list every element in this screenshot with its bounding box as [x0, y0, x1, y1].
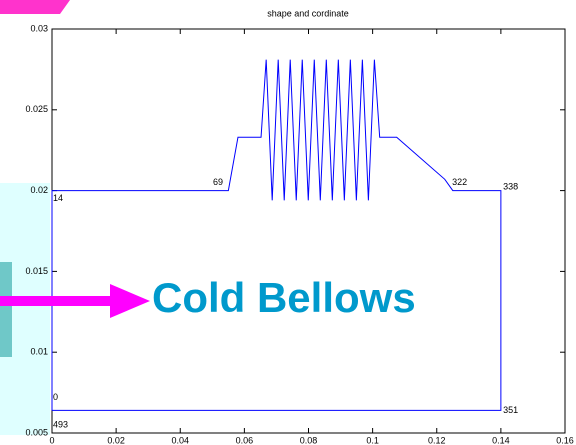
y-tick-label: 0.015: [25, 266, 48, 276]
chart: shape and cordinate 0 0.02 0.04 0.06 0.08 0.1…: [0, 0, 576, 445]
callout: Cold Bellows: [152, 274, 416, 321]
x-tick-label: 0.14: [492, 435, 510, 445]
y-tick-label: 0.005: [25, 427, 48, 437]
x-tick-label: 0.16: [556, 435, 574, 445]
x-tick-label: 0.04: [171, 435, 189, 445]
y-tick-label: 0.02: [30, 185, 48, 195]
y-tick-label: 0.01: [30, 347, 48, 357]
node-label: 338: [503, 182, 518, 192]
y-tick-label: 0.025: [25, 104, 48, 114]
x-tick-label: 0.12: [428, 435, 446, 445]
x-tick-label: 0.02: [107, 435, 125, 445]
side-image: [0, 262, 12, 357]
top-arrow: [0, 0, 70, 14]
node-label: 322: [452, 177, 467, 187]
callout-arrow-shaft: [0, 296, 112, 306]
x-tick-label: 0.1: [366, 435, 379, 445]
chart-title: shape and cordinate: [267, 8, 349, 18]
plot-area: [52, 29, 565, 433]
x-tick-label: 0.08: [300, 435, 318, 445]
node-label: 351: [503, 405, 518, 415]
node-label: 493: [53, 419, 68, 429]
x-tick-label: 0: [49, 435, 54, 445]
node-label: 69: [213, 177, 223, 187]
y-tick-label: 0.03: [30, 23, 48, 33]
x-tick-label: 0.06: [236, 435, 254, 445]
node-label: 14: [53, 193, 63, 203]
node-label: 0: [53, 392, 58, 402]
